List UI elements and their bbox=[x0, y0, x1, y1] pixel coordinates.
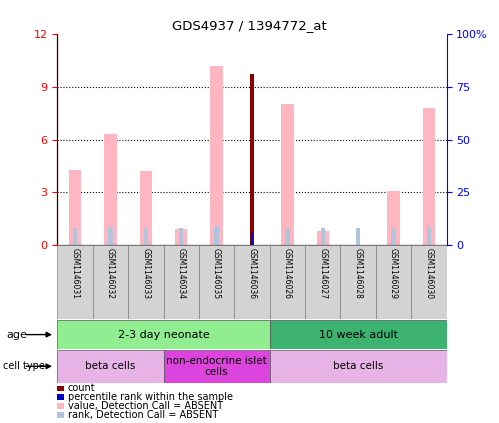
Bar bbox=[215, 226, 219, 245]
Bar bbox=[391, 228, 396, 245]
Bar bbox=[144, 228, 148, 245]
Text: value, Detection Call = ABSENT: value, Detection Call = ABSENT bbox=[68, 401, 223, 411]
Text: GSM1146030: GSM1146030 bbox=[425, 247, 434, 299]
Bar bbox=[199, 245, 235, 319]
Bar bbox=[108, 228, 113, 245]
Bar bbox=[57, 245, 93, 319]
Bar bbox=[175, 229, 188, 245]
Bar bbox=[250, 74, 254, 245]
Bar bbox=[104, 135, 117, 245]
Text: GSM1146027: GSM1146027 bbox=[318, 247, 327, 299]
Bar bbox=[305, 245, 340, 319]
Text: GSM1146028: GSM1146028 bbox=[354, 247, 363, 299]
Text: beta cells: beta cells bbox=[85, 361, 136, 371]
Text: GSM1146034: GSM1146034 bbox=[177, 247, 186, 299]
Bar bbox=[321, 228, 325, 245]
Text: GDS4937 / 1394772_at: GDS4937 / 1394772_at bbox=[172, 19, 327, 32]
Text: percentile rank within the sample: percentile rank within the sample bbox=[68, 392, 233, 402]
Bar bbox=[57, 350, 164, 383]
Bar bbox=[164, 350, 269, 383]
Bar bbox=[250, 233, 253, 245]
Bar bbox=[376, 245, 411, 319]
Text: GSM1146033: GSM1146033 bbox=[141, 247, 150, 299]
Text: beta cells: beta cells bbox=[333, 361, 383, 371]
Bar bbox=[140, 171, 152, 245]
Bar bbox=[164, 245, 199, 319]
Bar bbox=[316, 231, 329, 245]
Text: cell type: cell type bbox=[3, 361, 45, 371]
Bar bbox=[73, 228, 77, 245]
Text: rank, Detection Call = ABSENT: rank, Detection Call = ABSENT bbox=[68, 410, 218, 420]
Bar bbox=[269, 245, 305, 319]
Bar bbox=[356, 228, 360, 245]
Bar bbox=[235, 245, 269, 319]
Bar bbox=[411, 245, 447, 319]
Bar bbox=[211, 66, 223, 245]
Text: GSM1146029: GSM1146029 bbox=[389, 247, 398, 299]
Bar bbox=[423, 108, 435, 245]
Text: age: age bbox=[6, 330, 27, 340]
Bar bbox=[427, 228, 431, 245]
Text: GSM1146031: GSM1146031 bbox=[70, 247, 79, 299]
Bar bbox=[269, 350, 447, 383]
Text: 2-3 day neonate: 2-3 day neonate bbox=[118, 330, 210, 340]
Text: 10 week adult: 10 week adult bbox=[319, 330, 398, 340]
Bar bbox=[179, 228, 183, 245]
Bar bbox=[69, 170, 81, 245]
Bar bbox=[93, 245, 128, 319]
Text: GSM1146026: GSM1146026 bbox=[283, 247, 292, 299]
Bar bbox=[387, 191, 400, 245]
Text: GSM1146032: GSM1146032 bbox=[106, 247, 115, 299]
Bar bbox=[285, 228, 289, 245]
Bar bbox=[128, 245, 164, 319]
Bar bbox=[269, 320, 447, 349]
Bar bbox=[281, 104, 293, 245]
Bar bbox=[340, 245, 376, 319]
Text: non-endocrine islet
cells: non-endocrine islet cells bbox=[166, 355, 267, 377]
Text: GSM1146035: GSM1146035 bbox=[212, 247, 221, 299]
Text: GSM1146036: GSM1146036 bbox=[248, 247, 256, 299]
Bar bbox=[57, 320, 269, 349]
Text: count: count bbox=[68, 383, 95, 393]
